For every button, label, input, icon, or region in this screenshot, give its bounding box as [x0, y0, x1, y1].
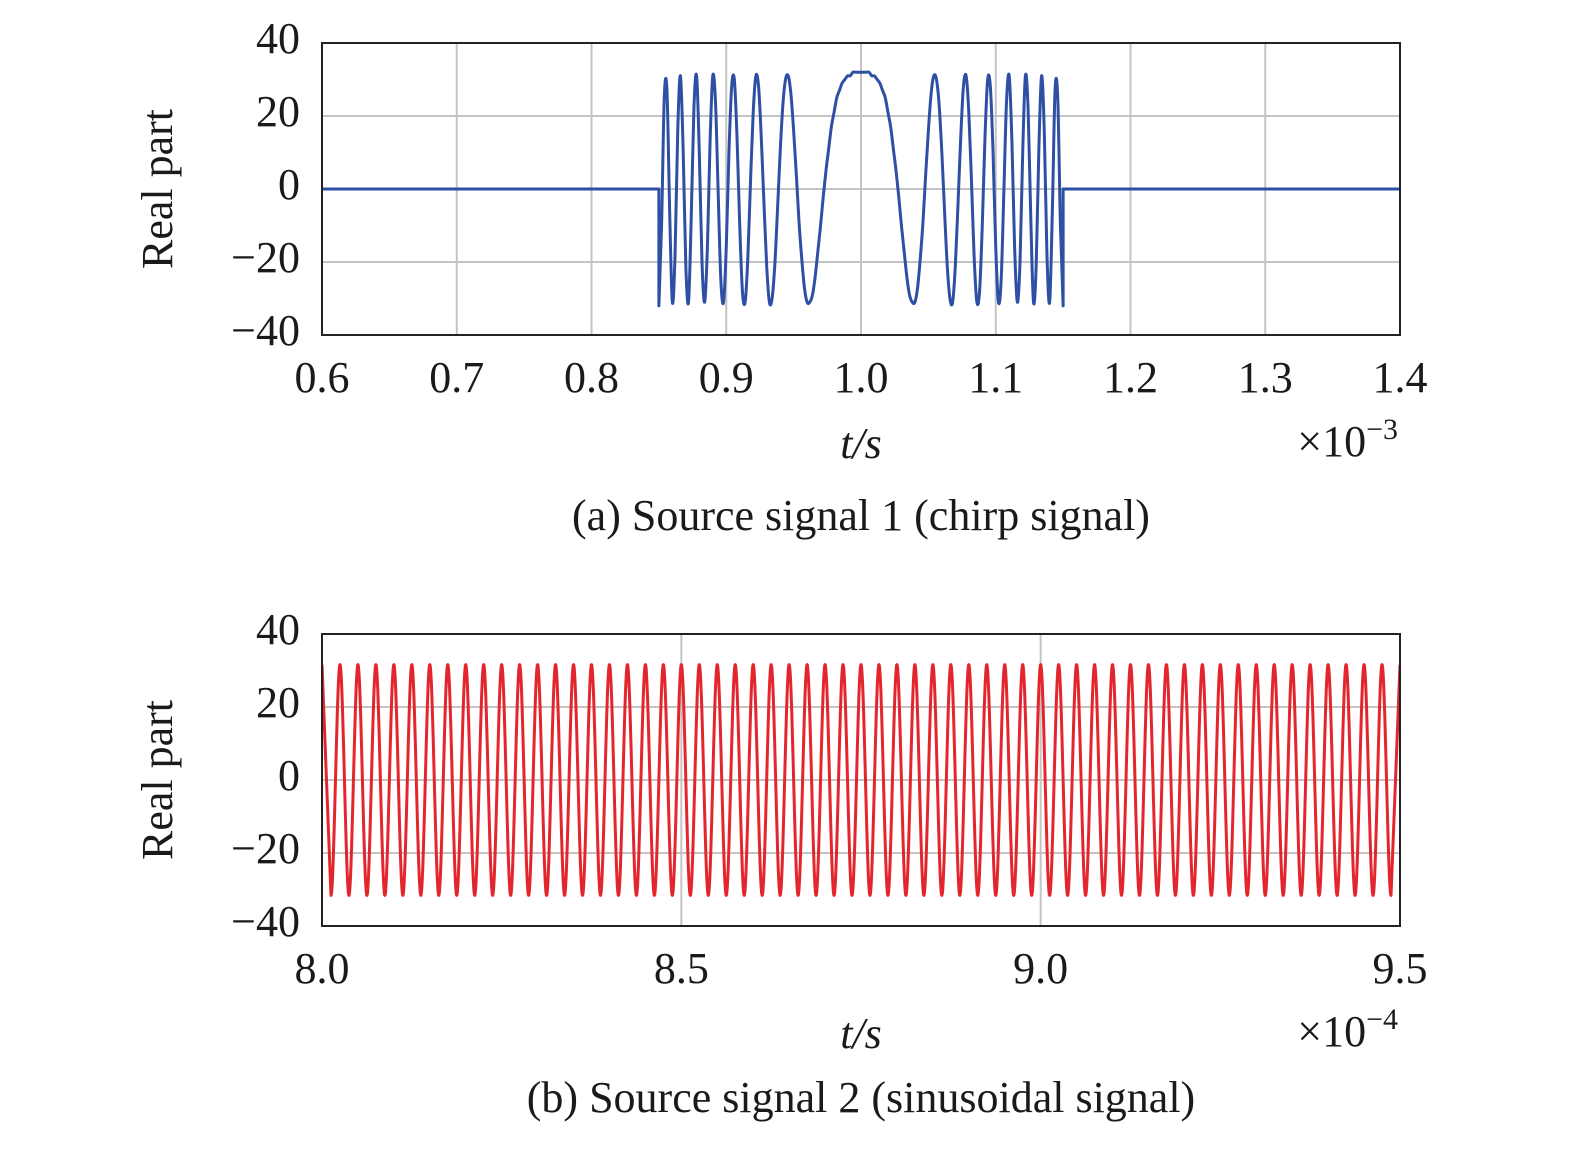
y-tick-label: −20	[231, 233, 300, 282]
y-tick-label: 40	[256, 605, 300, 654]
x-tick-label: 0.9	[699, 353, 754, 402]
x-multiplier-base: ×10	[1297, 1007, 1366, 1056]
axes-frame	[321, 633, 1401, 927]
x-tick-label: 9.5	[1373, 944, 1428, 993]
x-tick-label: 1.0	[834, 353, 889, 402]
y-tick-label: 40	[256, 14, 300, 63]
y-tick-label: 0	[278, 751, 300, 800]
y-tick-label: 0	[278, 160, 300, 209]
y-axis-label: Real part	[133, 700, 182, 860]
axes-frame	[321, 42, 1401, 336]
plot: 40 20 0 −20 −400.6 0.7 0.8 0.9 1.0 1.1 1.2 1.3 1.4	[231, 14, 1427, 402]
x-tick-label: 0.6	[295, 353, 350, 402]
x-tick-label: 0.8	[564, 353, 619, 402]
x-axis-label: t/s	[840, 1009, 882, 1058]
x-multiplier-exponent: −3	[1366, 413, 1398, 446]
caption: (a) Source signal 1 (chirp signal)	[572, 491, 1150, 540]
y-tick-label: −40	[231, 306, 300, 355]
x-tick-label: 1.1	[968, 353, 1023, 402]
signal-line	[322, 663, 1400, 897]
y-tick-label: −40	[231, 897, 300, 946]
y-axis-label: Real part	[133, 109, 182, 269]
panel-a: Real part t/s ×10−3 (a) Source signal 1 …	[133, 109, 1398, 540]
panel-b: Real part t/s ×10−4 (b) Source signal 2 …	[133, 700, 1398, 1122]
y-tick-label: 20	[256, 87, 300, 136]
x-tick-label: 1.2	[1103, 353, 1158, 402]
x-tick-label: 9.0	[1013, 944, 1068, 993]
x-multiplier-base: ×10	[1297, 417, 1366, 466]
series-layer	[322, 663, 1400, 897]
y-tick-label: −20	[231, 824, 300, 873]
plot: 40 20 0 −20 −408.0 8.5 9.0 9.5	[231, 605, 1427, 993]
x-tick-label: 0.7	[429, 353, 484, 402]
series-layer	[322, 70, 1400, 308]
x-tick-label: 8.0	[295, 944, 350, 993]
x-multiplier-exponent: −4	[1366, 1003, 1398, 1036]
x-tick-label: 1.4	[1373, 353, 1428, 402]
caption: (b) Source signal 2 (sinusoidal signal)	[527, 1073, 1195, 1122]
y-tick-label: 20	[256, 678, 300, 727]
x-axis-label: t/s	[840, 419, 882, 468]
x-multiplier: ×10−3	[1297, 413, 1398, 466]
signal-line	[322, 70, 1400, 308]
x-tick-label: 1.3	[1238, 353, 1293, 402]
x-tick-label: 8.5	[654, 944, 709, 993]
x-multiplier: ×10−4	[1297, 1003, 1398, 1056]
